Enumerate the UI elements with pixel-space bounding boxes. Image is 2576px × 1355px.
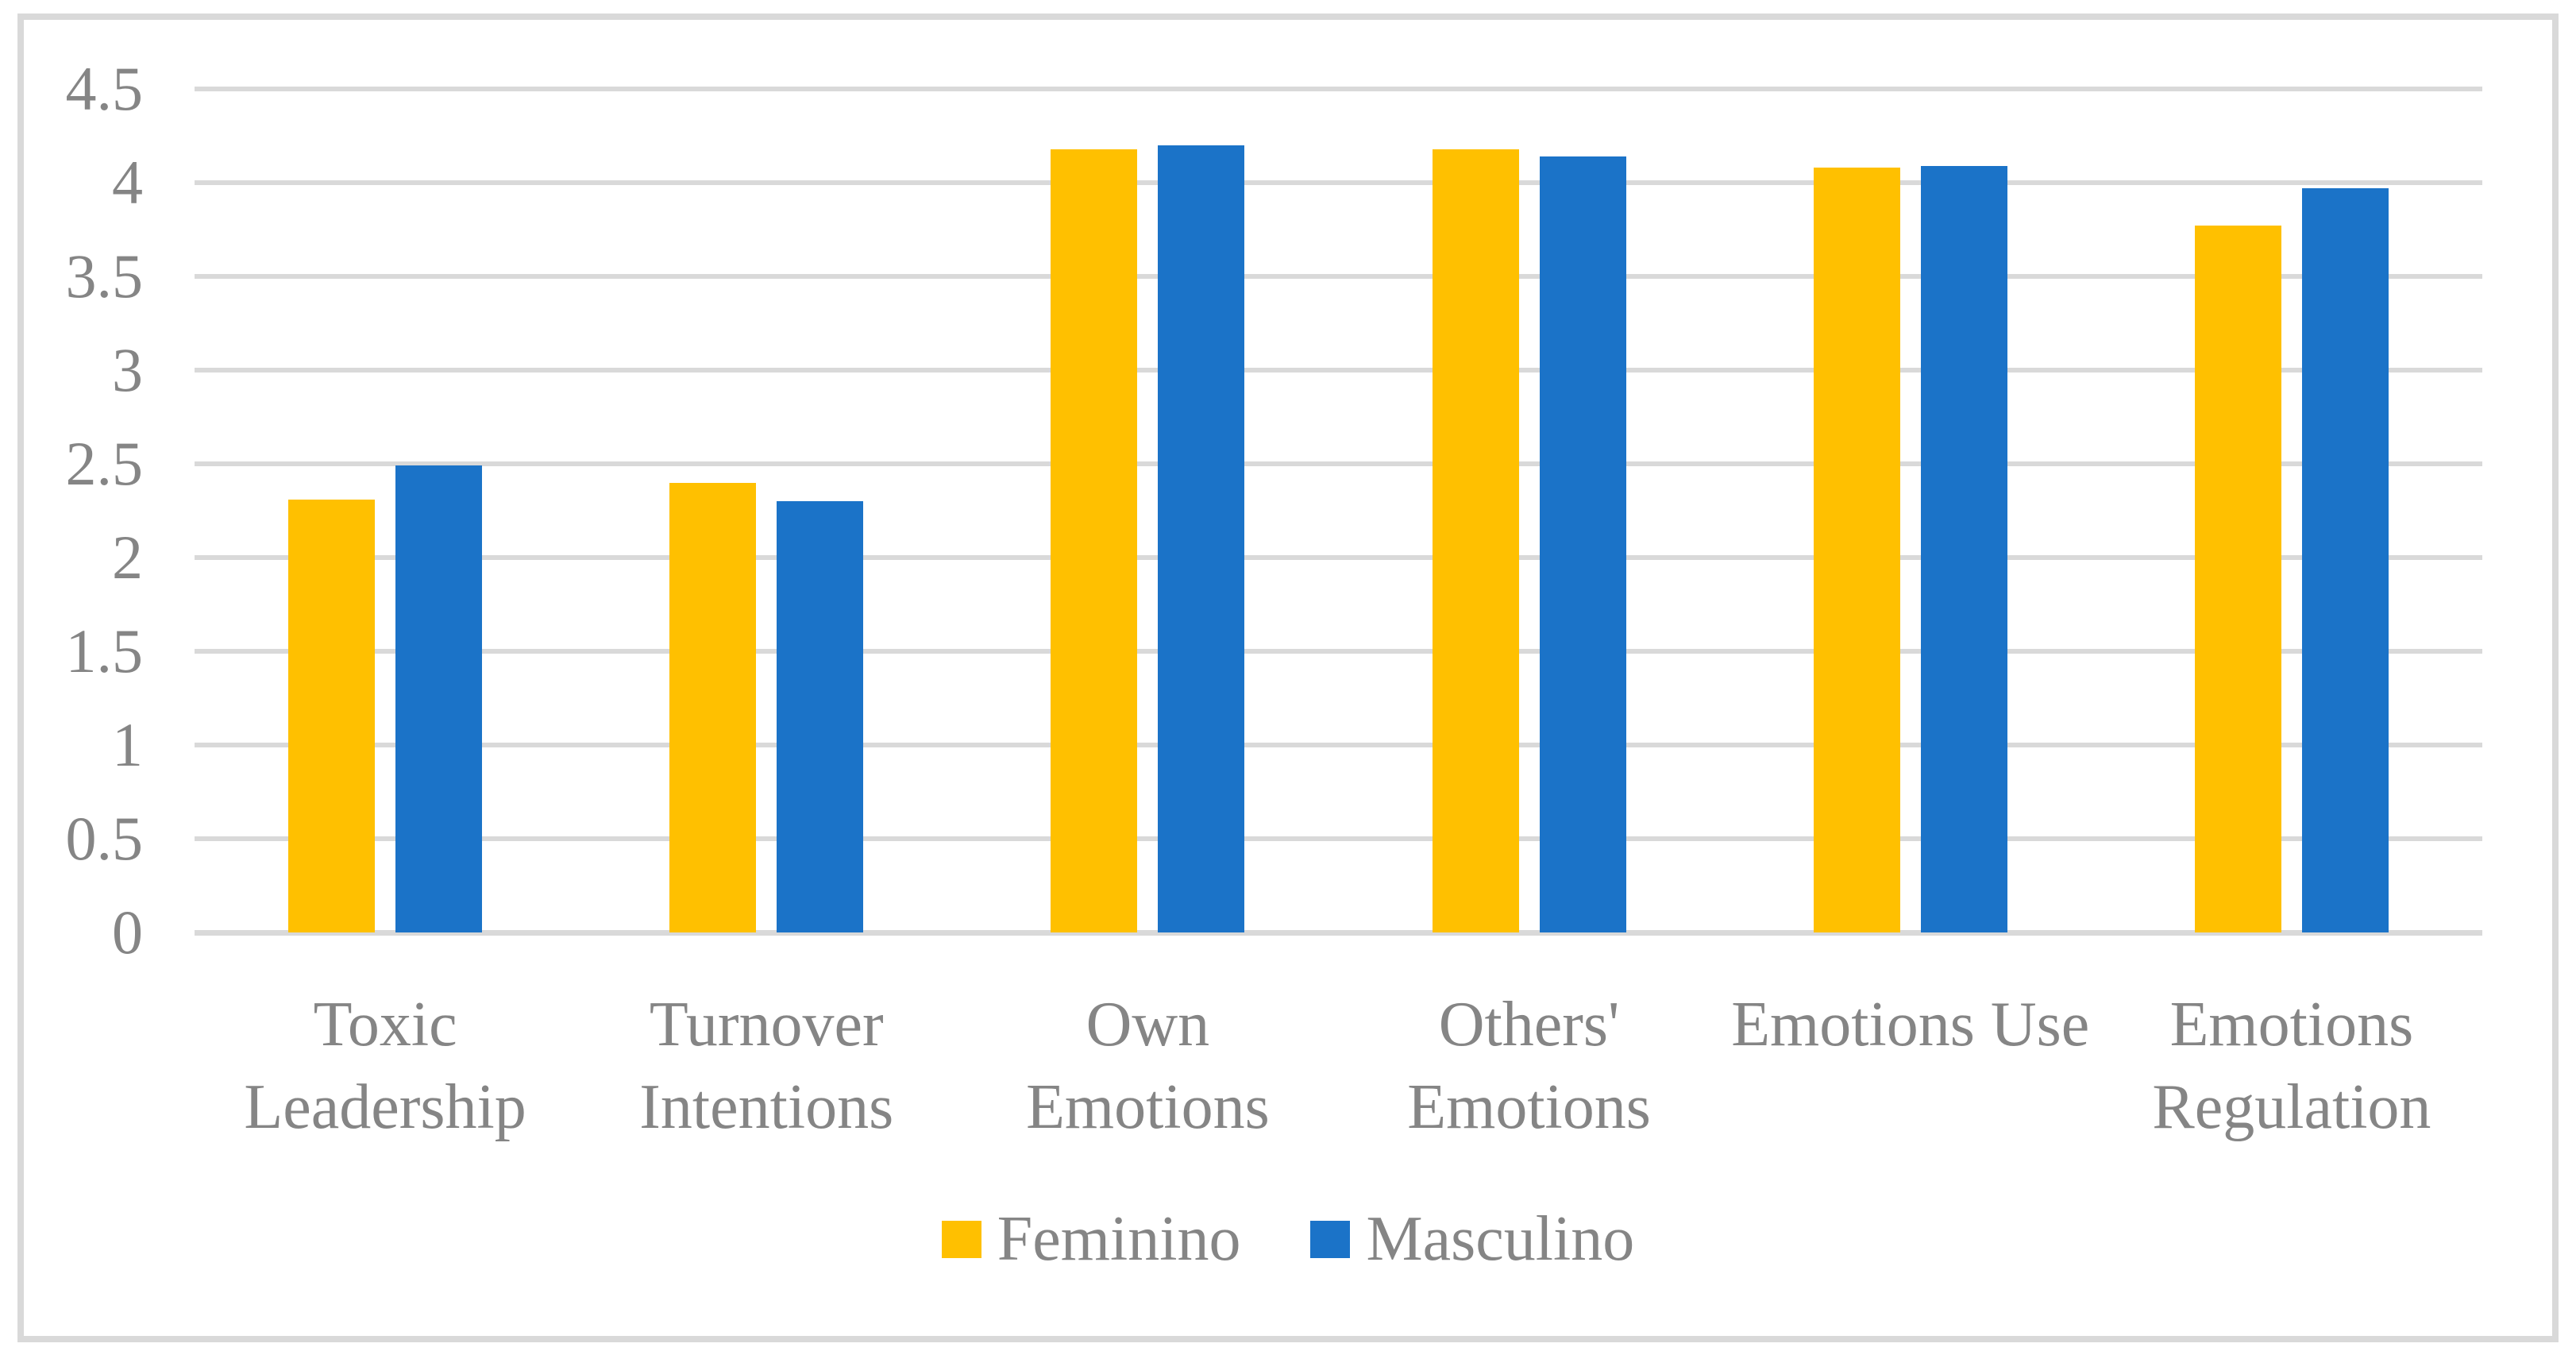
legend-item-masculino: Masculino [1310, 1204, 1634, 1274]
x-axis: Toxic Leadership Turnover Intentions Own Emot… [195, 983, 2482, 1166]
legend-label-feminino: Feminino [997, 1204, 1241, 1274]
y-tick-label: 4.5 [65, 54, 144, 123]
y-tick-label: 0.5 [65, 804, 144, 873]
bar-feminino-3 [1432, 149, 1519, 932]
bar-feminino-5 [2194, 226, 2281, 932]
plot-area [195, 87, 2482, 936]
gridline-3.5 [195, 274, 2482, 279]
x-category-label: Turnover Intentions [639, 990, 894, 1142]
y-axis: 0 0.5 1 1.5 2 2.5 3 3.5 4 4.5 [32, 58, 144, 963]
y-tick-label: 1.5 [65, 616, 144, 685]
gridline-4.5 [195, 87, 2482, 91]
x-category-label: Own Emotions [1026, 990, 1270, 1142]
bar-masculino-2 [1158, 145, 1245, 932]
gridline-3 [195, 368, 2482, 373]
y-tick-label: 1 [112, 710, 143, 779]
legend-label-masculino: Masculino [1366, 1204, 1635, 1274]
x-category-label: Emotions Use [1731, 990, 2090, 1060]
y-tick-label: 2 [112, 523, 143, 592]
bar-masculino-1 [777, 501, 864, 932]
gridline-2 [195, 555, 2482, 560]
y-tick-label: 4 [112, 148, 143, 217]
bar-masculino-4 [1920, 165, 2007, 932]
y-tick-label: 2.5 [65, 429, 144, 498]
legend: Feminino Masculino [0, 1204, 2576, 1274]
gridline-0.5 [195, 836, 2482, 841]
gridline-4 [195, 180, 2482, 185]
y-tick-label: 3.5 [65, 241, 144, 311]
x-category-label: Toxic Leadership [244, 990, 526, 1142]
gridline-2.5 [195, 461, 2482, 466]
y-tick-label: 0 [112, 898, 143, 967]
bar-feminino-1 [669, 482, 757, 932]
legend-item-feminino: Feminino [941, 1204, 1241, 1274]
bar-feminino-4 [1813, 168, 1900, 932]
bar-masculino-0 [395, 465, 483, 932]
x-category-label: Others' Emotions [1407, 990, 1651, 1142]
bar-feminino-2 [1051, 149, 1138, 932]
bar-feminino-0 [288, 499, 376, 932]
legend-marker-masculino-icon [1310, 1220, 1351, 1258]
bar-masculino-5 [2301, 188, 2389, 932]
gridline-1.5 [195, 649, 2482, 654]
x-category-label: Emotions Regulation [2152, 990, 2431, 1142]
bar-masculino-3 [1539, 156, 1626, 932]
gridline-0 [195, 930, 2482, 936]
y-tick-label: 3 [112, 335, 143, 404]
gridline-1 [195, 743, 2482, 747]
legend-marker-feminino-icon [941, 1220, 981, 1258]
